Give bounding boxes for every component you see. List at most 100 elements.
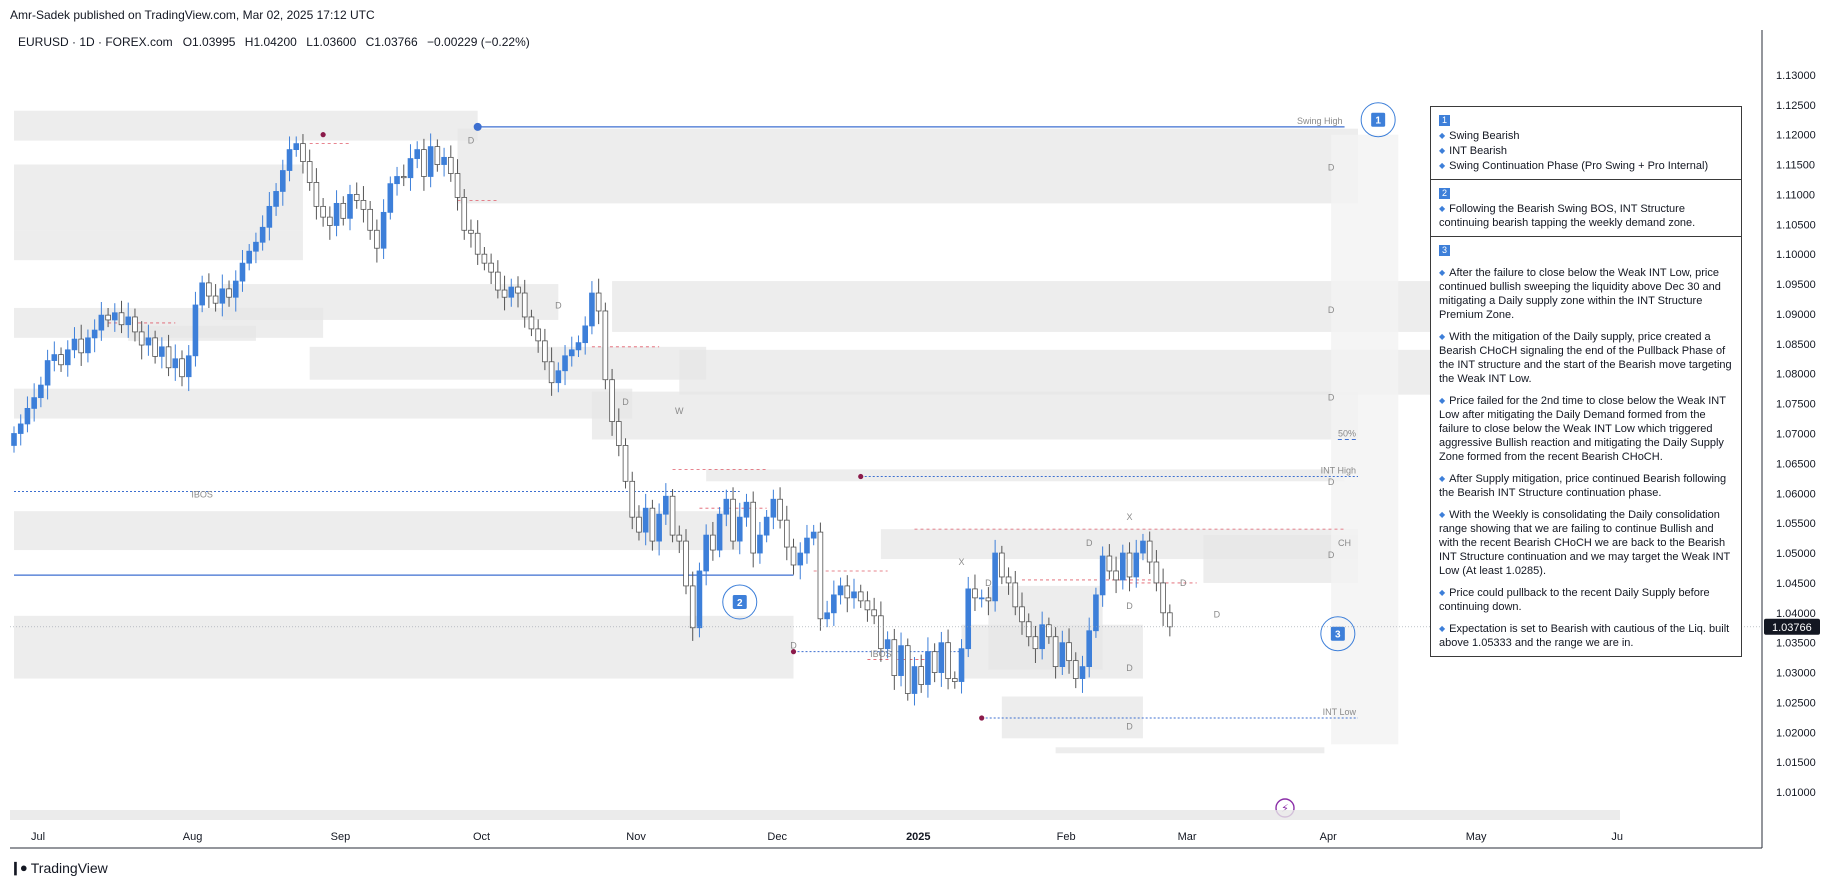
time-tick-label: Mar [1178,831,1197,843]
bullish-candle [656,513,662,542]
bullish-candle [716,513,723,551]
bullish-candle [797,552,804,566]
bearish-candle [374,229,380,249]
bearish-candle [891,639,898,676]
bearish-candle [313,182,320,207]
s1-note-3: Swing Continuation Phase (Pro Swing + Pr… [1439,159,1733,173]
bullish-candle [925,651,931,685]
bearish-candle [1153,561,1160,584]
bearish-candle [1025,621,1032,638]
supply-demand-zone [706,469,1345,482]
bullish-candle [232,280,239,298]
bullish-candle [273,191,279,207]
price-tick-label: 1.07000 [1776,429,1816,441]
bearish-candle [501,289,508,298]
supply-demand-zone [309,346,707,380]
bullish-candle [253,241,259,252]
bearish-candle [515,286,521,294]
bearish-candle [676,534,683,542]
zone-label: D [468,136,475,146]
zone-label: X [959,557,965,567]
step-badge-ring [1360,102,1396,138]
bullish-candle [508,286,515,298]
bearish-candle [461,197,468,231]
tradingview-brand[interactable]: ❙● TradingView [10,860,108,876]
s2-note-1: Following the Bearish Swing BOS, INT Str… [1439,202,1733,230]
supply-demand-zone [14,110,478,141]
supply-demand-zone [679,349,1567,395]
pivot-point-marker [790,649,797,655]
bearish-candle [535,328,541,342]
bullish-candle [407,158,414,179]
bearish-candle [844,585,851,599]
bullish-candle [723,498,730,515]
zone-label: D [985,578,992,588]
bearish-candle [649,507,656,542]
s3-note-5: With the Weekly is consolidating the Dai… [1439,508,1733,578]
bullish-candle [958,648,965,682]
zone-label: IBOS [191,489,213,499]
close-value: 1.03766 [374,35,418,49]
supply-demand-zone [14,615,794,679]
bullish-candle [1140,540,1146,554]
notes-section-2: 2 Following the Bearish Swing BOS, INT S… [1431,180,1741,237]
bullish-candle [757,534,763,554]
zone-label: D [555,301,562,311]
bearish-candle [931,651,938,673]
bullish-candle [91,329,98,339]
s3-note-4: After Supply mitigation, price continued… [1439,472,1733,500]
step-badge-box [1330,626,1345,641]
bearish-candle [945,642,951,679]
bearish-candle [360,199,367,210]
time-tick-label: May [1466,831,1487,843]
bearish-candle [602,310,609,381]
bearish-candle [165,346,172,369]
bullish-candle [347,194,353,219]
level-label: INT High [1321,466,1356,476]
bullish-candle [259,226,266,243]
bullish-candle [824,612,830,620]
price-tick-label: 1.02000 [1776,727,1816,739]
bearish-candle [609,379,615,422]
zone-label: D [1214,610,1221,620]
supply-demand-zone [612,281,1567,332]
price-tick-label: 1.04000 [1776,608,1816,620]
bullish-candle [1099,555,1106,596]
bullish-candle [31,397,37,409]
zone-label: D [790,641,797,651]
publish-header: Amr-Sadek published on TradingView.com, … [10,8,375,22]
bullish-candle [387,183,394,213]
bullish-candle [199,282,205,306]
s1-note-2: INT Bearish [1439,144,1733,158]
bullish-candle [884,639,891,650]
step-badge-number: 1 [1375,116,1381,127]
bearish-candle [1167,612,1173,628]
bullish-candle [898,645,904,676]
bearish-candle [367,208,373,231]
bullish-candle [736,516,743,542]
symbol-name[interactable]: EURUSD · 1D · FOREX.com [18,35,173,49]
step-badge-number: 2 [737,598,743,609]
price-tick-label: 1.03500 [1776,638,1816,650]
bearish-candle [616,421,622,446]
zone-label: D [1328,477,1335,487]
bullish-candle [441,156,447,165]
bullish-candle [246,250,253,264]
s3-note-3: Price failed for the 2nd time to close b… [1439,394,1733,464]
bullish-candle [85,337,91,354]
zone-label: D [1328,163,1335,173]
bullish-candle [125,316,132,326]
zone-label: D [1328,550,1335,560]
price-tick-label: 1.09000 [1776,309,1816,321]
bearish-candle [306,161,313,183]
high-value: 1.04200 [253,35,297,49]
s1-note-1: Swing Bearish [1439,129,1733,143]
zone-label: W [675,406,684,416]
bearish-candle [481,253,488,264]
bearish-candle [521,292,528,318]
bullish-candle [266,205,273,228]
bullish-candle [663,495,669,515]
bearish-candle [447,156,454,174]
zone-label: CH [1338,538,1351,548]
